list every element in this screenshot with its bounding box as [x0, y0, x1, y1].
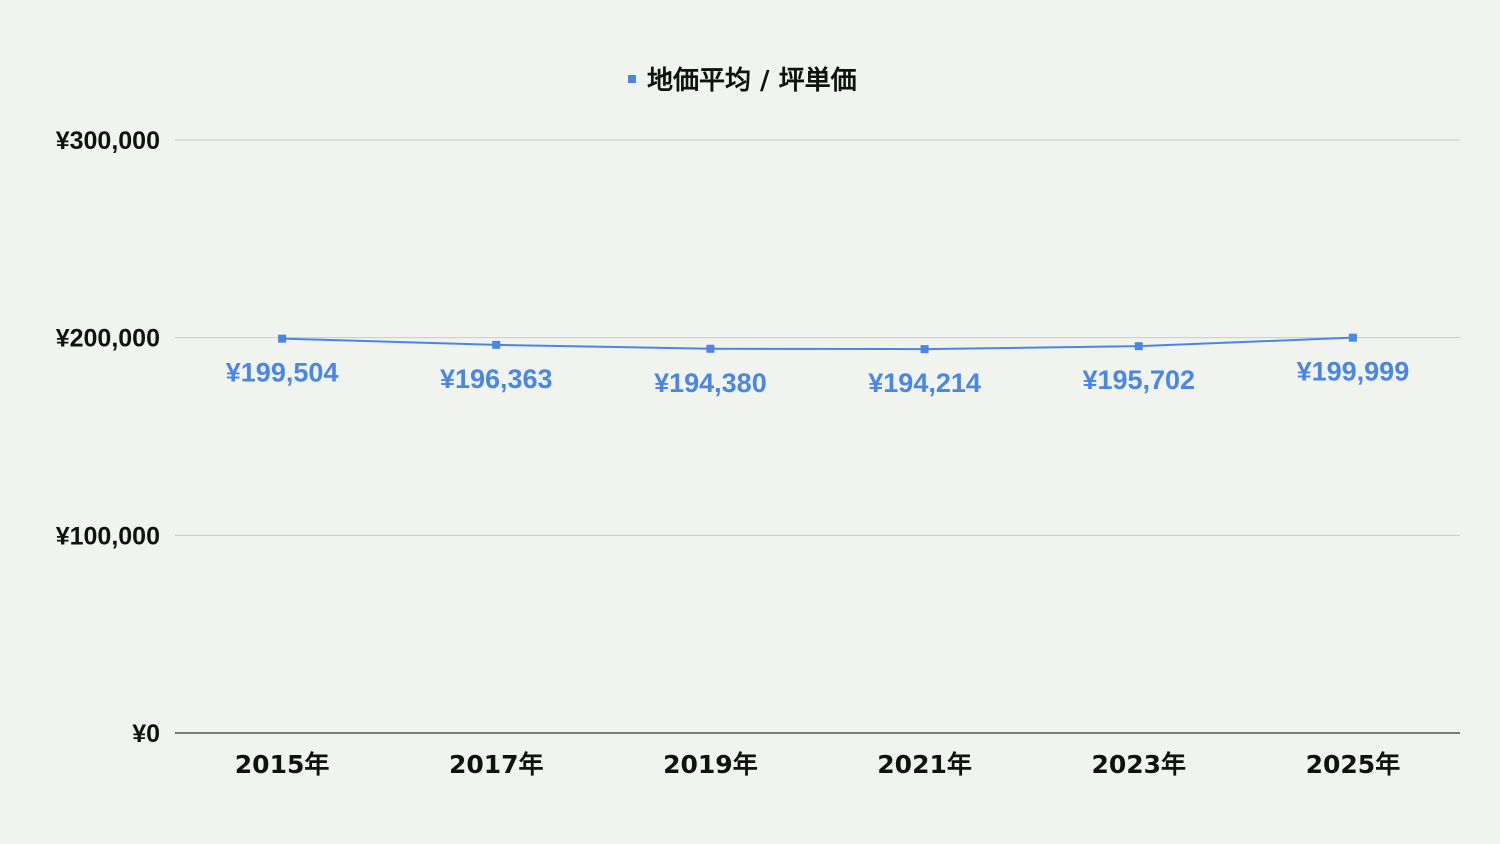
legend-swatch — [628, 75, 636, 83]
y-tick-label: ¥200,000 — [56, 325, 160, 353]
x-tick-label: 2015年 — [235, 750, 330, 779]
x-axis: 2015年 2017年 2019年 2021年 2023年 2025年 — [235, 750, 1400, 779]
data-label: ¥194,214 — [868, 368, 981, 398]
data-label: ¥199,999 — [1297, 357, 1410, 387]
y-tick-label: ¥300,000 — [56, 127, 160, 155]
gridlines — [175, 139, 1460, 734]
data-labels: ¥199,504 ¥196,363 ¥194,380 ¥194,214 ¥195,702… — [226, 357, 1409, 398]
y-tick-label: ¥100,000 — [56, 522, 160, 550]
x-tick-label: 2025年 — [1306, 750, 1401, 779]
x-tick-label: 2017年 — [449, 750, 544, 779]
data-label: ¥199,504 — [226, 358, 339, 388]
y-axis: ¥0 ¥100,000 ¥200,000 ¥300,000 — [56, 127, 160, 748]
x-tick-label: 2023年 — [1091, 750, 1186, 779]
series-line-layer — [278, 333, 1357, 354]
x-tick-label: 2021年 — [877, 750, 972, 779]
data-point — [1348, 333, 1357, 342]
data-point — [278, 334, 287, 343]
series-line — [282, 336, 1353, 351]
data-point — [1134, 342, 1143, 351]
data-label: ¥195,702 — [1082, 365, 1195, 395]
data-label: ¥194,380 — [654, 368, 767, 398]
data-label: ¥196,363 — [440, 364, 553, 394]
y-tick-label: ¥0 — [132, 720, 160, 748]
data-point — [706, 344, 715, 353]
legend-label: 地価平均 / 坪単価 — [647, 66, 857, 96]
x-tick-label: 2019年 — [663, 750, 758, 779]
data-point — [920, 345, 929, 354]
data-point — [492, 340, 501, 349]
legend: 地価平均 / 坪単価 — [628, 66, 857, 96]
